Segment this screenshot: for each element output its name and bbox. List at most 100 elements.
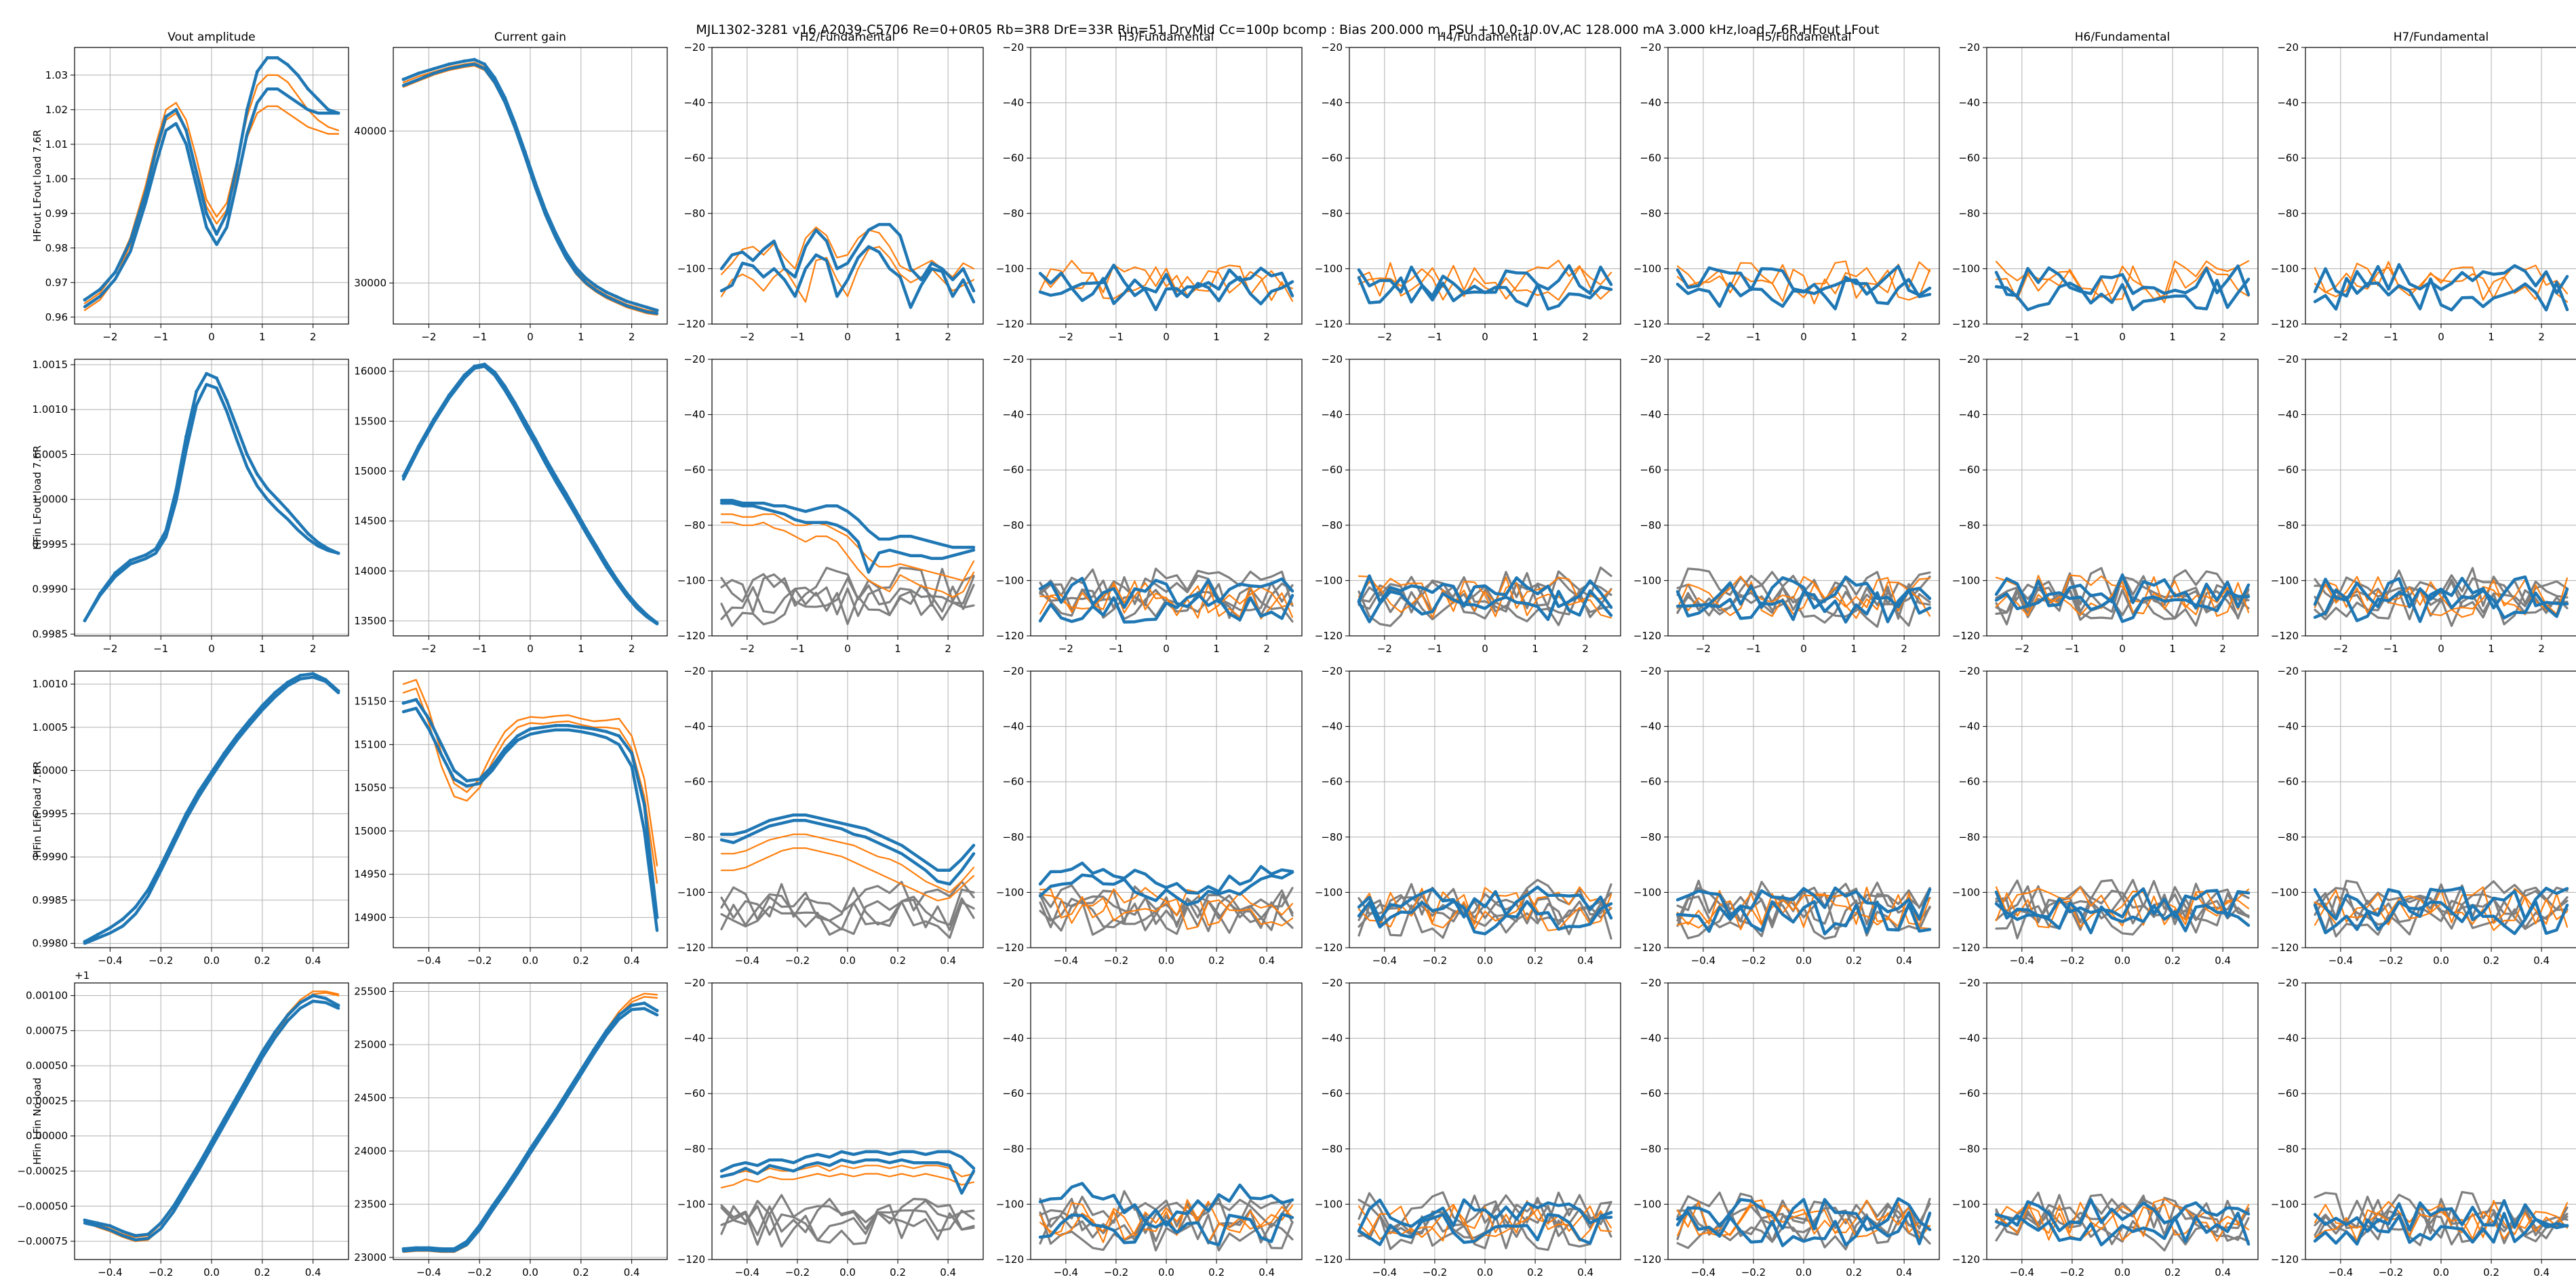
series-blue-point [493, 76, 497, 80]
series-blue-point [159, 864, 163, 868]
series-blue-point [275, 56, 279, 60]
x-tick-label: −2 [2015, 331, 2029, 343]
x-tick-label: −0.4 [2329, 954, 2353, 967]
y-tick-label: −60 [683, 464, 705, 476]
y-tick-label: −40 [1958, 1032, 1980, 1045]
series-blue-point [614, 295, 618, 299]
y-tick-label: −60 [1321, 464, 1343, 476]
series-gray-line [2314, 879, 2569, 919]
series-blue-point [464, 1239, 469, 1243]
series-blue-point [579, 725, 583, 729]
series-blue-point [515, 1167, 519, 1171]
y-tick-label: −40 [683, 97, 705, 109]
y-tick-label: −40 [683, 409, 705, 421]
y-tick-label: −60 [1002, 152, 1024, 164]
series-blue-point [265, 487, 269, 491]
series-blue-point [210, 1140, 214, 1144]
x-tick-label: 0.4 [305, 1266, 321, 1279]
panel-r1-c8: −2 −1 0 1 2 −20 −40 −60 −80 −100 −120 H7/Fundamenta… [2271, 31, 2576, 343]
series-blue-line [401, 62, 659, 315]
x-tick-label: 0.2 [254, 954, 271, 967]
series-gray-line [720, 1211, 975, 1248]
y-tick-label: −100 [996, 1198, 1024, 1210]
series-blue-point [655, 1009, 659, 1013]
x-tick-label: 0.0 [1796, 954, 1812, 967]
series-blue-point [513, 401, 517, 405]
y-tick-label: −100 [1952, 262, 1980, 275]
series-blue-point [113, 571, 117, 575]
y-tick-label: −60 [2277, 1087, 2299, 1100]
x-tick-label: −2 [740, 643, 755, 655]
y-tick-label: −40 [1321, 721, 1343, 733]
panel-r4-c6: −0.4 −0.2 0.0 0.2 0.4 −20 −40 −60 −80 −100 −120 [1633, 977, 1940, 1279]
series-orange-line [720, 847, 975, 902]
series-blue-line [1357, 574, 1613, 609]
y-tick-label: −60 [1321, 1087, 1343, 1100]
series-blue-point [490, 764, 494, 768]
y-tick-label: −120 [1952, 318, 1980, 330]
y-tick-label: −100 [2271, 1198, 2299, 1210]
series-orange-line [2314, 266, 2569, 303]
x-tick-label: −2 [421, 643, 436, 655]
series-blue-line [1357, 885, 1613, 922]
series-blue-point [210, 770, 214, 774]
x-tick-label: 0.2 [573, 954, 589, 967]
x-tick-label: 0.0 [1158, 1266, 1174, 1279]
y-tick-label: 0.9995 [33, 807, 68, 820]
y-tick-label: 1.0005 [33, 448, 68, 460]
series-gray-line [1039, 1211, 1294, 1252]
y-tick-label: −80 [1640, 207, 1661, 220]
row-label: HFin LFout load 7.6R [31, 445, 43, 550]
axes-frame [393, 359, 668, 637]
series-gray-line [1358, 1211, 1612, 1251]
y-tick-label: −40 [1321, 1032, 1343, 1045]
y-tick-label: 15500 [354, 415, 387, 427]
series-blue-point [604, 561, 608, 565]
axes-frame [2305, 670, 2576, 948]
y-tick-label: −80 [1321, 207, 1343, 220]
y-tick-label: 25500 [354, 986, 387, 998]
x-tick-label: 0.4 [1259, 1266, 1275, 1279]
axes-frame [1667, 47, 1940, 325]
axes-frame [2305, 982, 2576, 1260]
panel-r4-c2: −0.4 −0.2 0.0 0.2 0.4 23000 23500 24000 24500 250… [354, 982, 668, 1279]
series-blue-point [427, 1246, 431, 1250]
y-tick-label: −60 [1640, 1087, 1661, 1100]
series-blue-line [1357, 900, 1613, 935]
y-tick-label: −40 [1002, 409, 1024, 421]
y-tick-label: 14500 [354, 515, 387, 527]
x-tick-label: −0.4 [1054, 954, 1078, 967]
axis-offset-text: +1 [75, 969, 90, 982]
x-tick-label: 0.0 [2433, 1266, 2449, 1279]
y-tick-label: −40 [2277, 97, 2299, 109]
x-tick-label: −1 [2383, 331, 2398, 343]
series-orange-line [1358, 1200, 1612, 1236]
x-tick-label: 0.0 [203, 954, 220, 967]
x-tick-label: 0.0 [522, 1266, 538, 1279]
series-blue-point [336, 111, 340, 115]
y-tick-label: −60 [1002, 776, 1024, 788]
x-tick-label: 0.0 [522, 954, 538, 967]
x-tick-label: −0.2 [467, 1266, 492, 1279]
x-tick-label: −1 [1746, 643, 1761, 655]
x-tick-label: 0.0 [1477, 954, 1493, 967]
y-tick-label: −100 [1315, 886, 1343, 898]
panel-r3-c6: −0.4 −0.2 0.0 0.2 0.4 −20 −40 −60 −80 −100 −120 [1633, 665, 1940, 967]
y-tick-label: −40 [683, 1032, 705, 1045]
y-tick-label: −40 [1640, 97, 1661, 109]
series-blue-point [655, 915, 659, 919]
series-blue-line [401, 365, 659, 626]
series-blue-point [98, 592, 102, 596]
series-blue-point [563, 491, 568, 495]
y-tick-label: −100 [996, 574, 1024, 586]
series-blue-point [336, 551, 340, 555]
x-tick-label: −2 [2333, 643, 2348, 655]
axes-frame [1349, 982, 1621, 1260]
y-tick-label: −100 [1315, 1198, 1343, 1210]
y-tick-label: −40 [1640, 721, 1661, 733]
series-blue-point [594, 544, 598, 548]
series-blue-point [83, 298, 87, 302]
x-tick-label: −0.2 [148, 1266, 173, 1279]
x-tick-label: −0.4 [2010, 1266, 2034, 1279]
y-tick-label: −60 [2277, 152, 2299, 164]
